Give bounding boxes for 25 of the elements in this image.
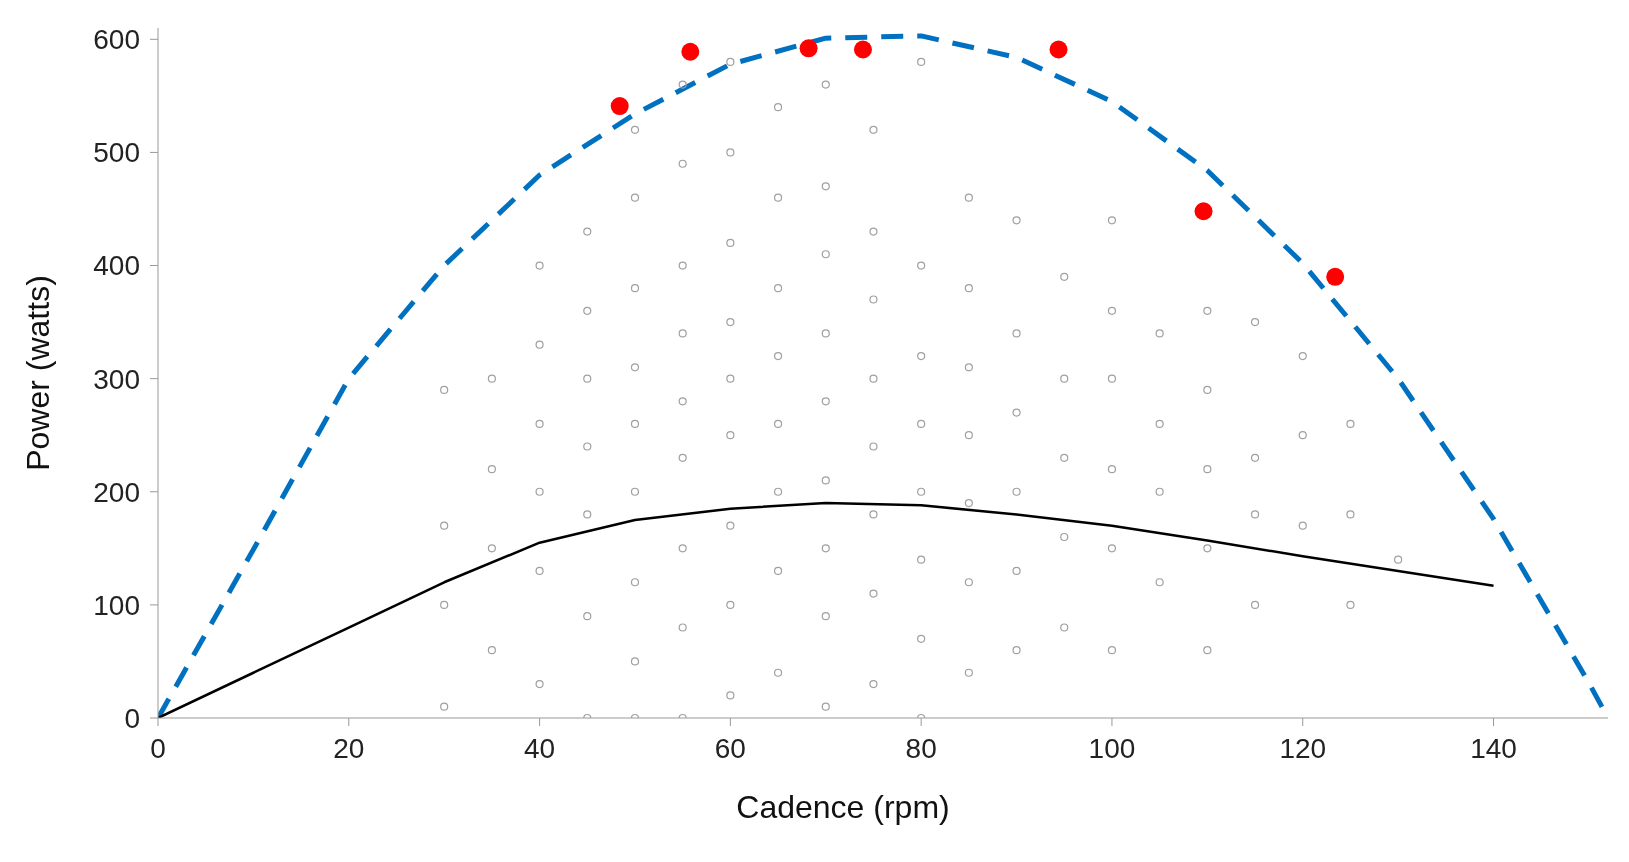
x-tick-label: 80 bbox=[905, 732, 937, 764]
point bbox=[799, 39, 818, 58]
y-tick-label: 200 bbox=[93, 476, 140, 508]
y-tick-label: 500 bbox=[93, 137, 140, 169]
point bbox=[610, 97, 629, 116]
point bbox=[1049, 40, 1068, 59]
y-tick-label: 600 bbox=[93, 24, 140, 56]
x-tick-label: 120 bbox=[1279, 732, 1327, 764]
y-axis-title: Power (watts) bbox=[20, 275, 57, 471]
point bbox=[1194, 202, 1213, 221]
y-tick-label: 400 bbox=[93, 250, 140, 282]
x-axis-title: Cadence (rpm) bbox=[736, 789, 950, 825]
y-tick-label: 300 bbox=[93, 363, 140, 395]
y-tick-label: 0 bbox=[124, 702, 140, 734]
line-series bbox=[158, 501, 1495, 718]
point bbox=[681, 42, 700, 61]
x-tick-label: 40 bbox=[524, 732, 556, 764]
x-tick-label: 20 bbox=[333, 732, 365, 764]
point bbox=[853, 40, 872, 59]
x-tick-label: 140 bbox=[1470, 732, 1517, 764]
point bbox=[1326, 267, 1345, 286]
x-tick-label: 100 bbox=[1088, 732, 1136, 764]
y-tick-label: 100 bbox=[93, 589, 140, 621]
x-tick-label: 60 bbox=[714, 732, 746, 764]
x-tick-label: 0 bbox=[150, 732, 166, 764]
